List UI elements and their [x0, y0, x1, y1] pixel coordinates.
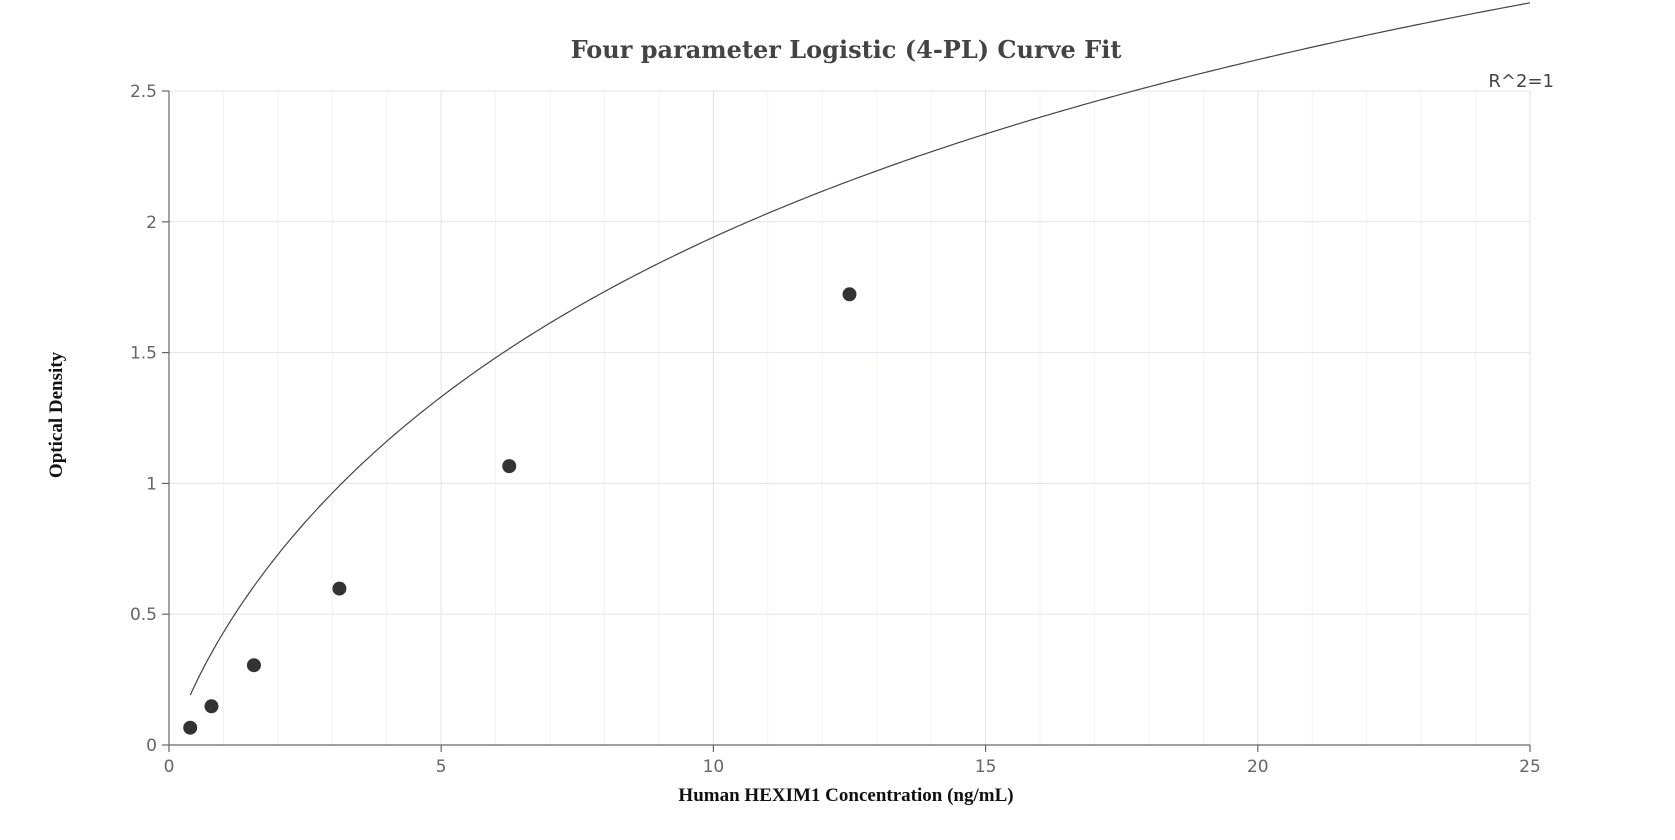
- tick-labels: 0 5 10 15 20 25 0 0.5 1 1.5 2 2.5: [130, 82, 1541, 777]
- data-point: [183, 720, 198, 735]
- y-tick-label: 2: [146, 213, 157, 233]
- data-points: [183, 287, 857, 735]
- data-point: [502, 459, 517, 474]
- y-tick-label: 1.5: [130, 344, 157, 364]
- x-tick-label: 5: [436, 757, 447, 777]
- axes: [162, 90, 1531, 752]
- x-tick-label: 15: [975, 757, 997, 777]
- x-tick-label: 0: [164, 757, 175, 777]
- data-point: [204, 699, 219, 714]
- x-tick-label: 10: [703, 757, 725, 777]
- data-point: [842, 287, 857, 302]
- x-tick-label: 25: [1519, 757, 1541, 777]
- y-tick-label: 1: [146, 474, 157, 494]
- r-squared-annotation: R^2=1: [1488, 71, 1554, 92]
- fit-curve: [189, 2, 1531, 696]
- x-tick-label: 20: [1247, 757, 1269, 777]
- y-axis-label: Optical Density: [46, 351, 67, 478]
- data-point: [246, 658, 261, 673]
- grid: [169, 90, 1531, 745]
- y-tick-label: 0: [146, 736, 157, 756]
- x-axis-label: Human HEXIM1 Concentration (ng/mL): [678, 785, 1013, 806]
- data-point: [332, 581, 347, 596]
- chart-title: Four parameter Logistic (4-PL) Curve Fit: [571, 35, 1122, 64]
- y-tick-label: 2.5: [130, 82, 157, 102]
- y-tick-label: 0.5: [130, 605, 157, 625]
